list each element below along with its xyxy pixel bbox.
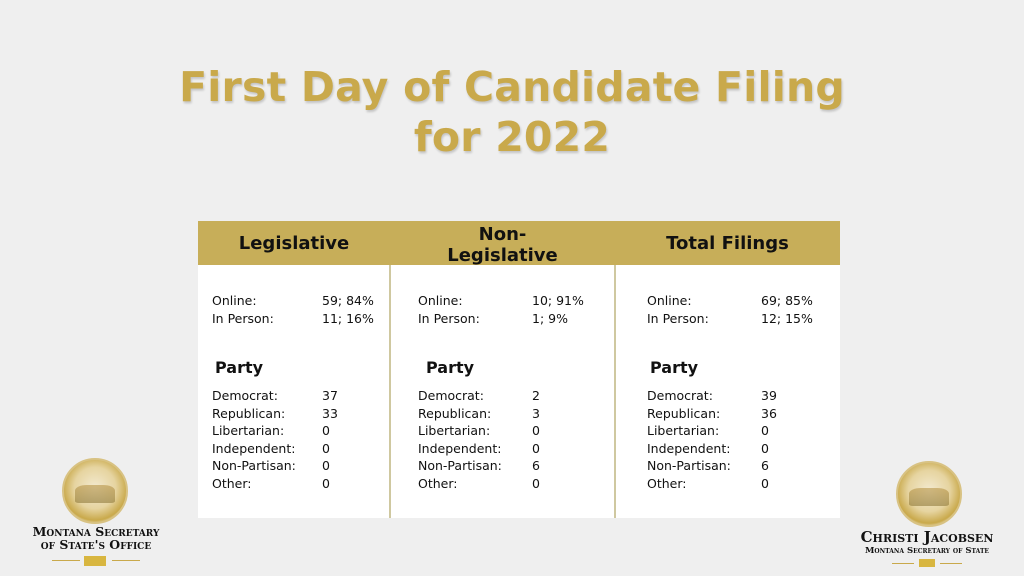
column-total-filings: Online: 69; 85% In Person: 12; 15% Party D… <box>647 293 813 491</box>
divider <box>112 560 140 561</box>
party-heading: Party <box>215 358 264 377</box>
party-heading: Party <box>426 358 475 377</box>
party-heading: Party <box>650 358 699 377</box>
header-legislative: Legislative <box>238 232 350 254</box>
header-total-filings: Total Filings <box>666 232 789 254</box>
secretary-title: Montana Secretary of State <box>865 546 989 556</box>
filing-table: Legislative Non- Legislative Total Filin… <box>198 221 840 518</box>
column-divider <box>614 265 616 518</box>
column-legislative: Online: 59; 84% In Person: 11; 16% Party D… <box>212 293 374 491</box>
title-line-2: for 2022 <box>413 113 611 161</box>
secretary-name: Christi Jacobsen <box>860 528 994 546</box>
divider <box>52 560 80 561</box>
montana-state-icon <box>919 559 935 567</box>
page-title: First Day of Candidate Filing for 2022 <box>0 62 1024 162</box>
divider <box>892 563 914 564</box>
sos-office-name: Montana Secretary of State's Office <box>32 524 160 552</box>
montana-state-icon <box>84 556 106 566</box>
header-non-legislative: Non- Legislative <box>447 224 558 266</box>
sos-office-logo: Montana Secretary of State's Office <box>0 455 200 576</box>
title-line-1: First Day of Candidate Filing <box>179 63 845 111</box>
column-divider <box>389 265 391 518</box>
divider <box>940 563 962 564</box>
christi-jacobsen-logo: Christi Jacobsen Montana Secretary of St… <box>830 455 1024 576</box>
montana-seal-icon <box>896 461 962 527</box>
montana-seal-icon <box>62 458 128 524</box>
column-non-legislative: Online: 10; 91% In Person: 1; 9% Party Dem… <box>418 293 584 491</box>
table-header: Legislative Non- Legislative Total Filin… <box>198 221 840 266</box>
